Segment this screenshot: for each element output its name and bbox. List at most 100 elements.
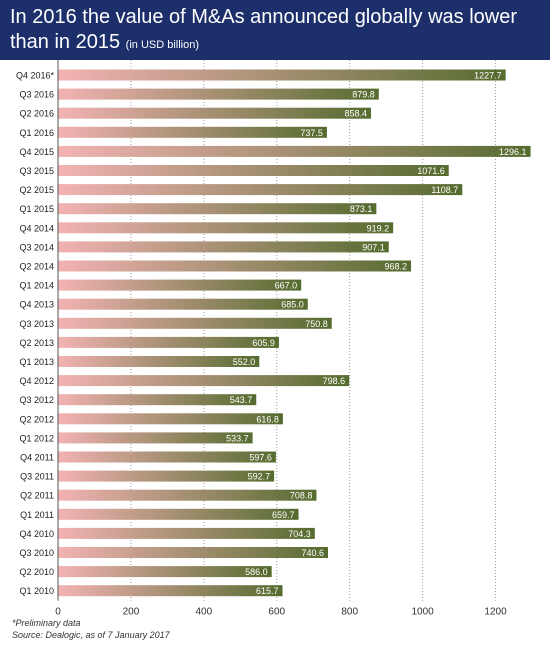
x-axis: 0 200 400 600 800 1000 1200 Q4 2016* Q3 2016 Q2 2… [16,60,507,618]
category-label: Q4 2016* [16,71,55,81]
category-label: Q2 2012 [19,414,54,424]
bar [58,356,260,367]
bar [58,279,302,291]
category-label: Q3 2011 [20,472,54,482]
bars: 1227.7 879.8 858.4 737.5 1296.1 1071.6 1108.7 8… [58,69,531,597]
bar-value-label: 605.9 [252,338,275,348]
bar-value-label: 873.1 [350,204,373,214]
category-label: Q4 2010 [19,529,54,539]
bar-value-label: 615.7 [256,586,279,596]
bar [58,222,394,234]
bar [58,260,412,272]
category-label: Q2 2014 [19,262,54,272]
bar-value-label: 685.0 [281,300,304,310]
category-label: Q3 2016 [19,90,54,100]
category-label: Q1 2015 [19,204,54,214]
category-label: Q1 2014 [19,281,54,291]
bar-value-label: 750.8 [305,319,328,329]
bar [58,413,283,425]
category-label: Q2 2011 [20,491,54,501]
category-label: Q2 2015 [19,185,54,195]
bar-value-label: 667.0 [275,281,298,291]
category-label: Q3 2014 [19,242,54,252]
bar-value-label: 1071.6 [417,166,445,176]
chart-title-block: In 2016 the value of M&As announced glob… [10,5,540,58]
category-label: Q3 2012 [19,395,54,405]
x-tick-label: 600 [268,607,285,615]
x-tick-label: 0 [55,607,61,615]
category-label: Q1 2013 [19,357,54,367]
preliminary-note: *Preliminary data [12,618,81,628]
bar [58,88,379,100]
bar [58,566,272,578]
bar-value-label: 1296.1 [499,147,527,157]
bar-value-label: 659.7 [272,510,295,520]
category-label: Q4 2015 [19,147,54,157]
category-label: Q4 2012 [19,376,54,386]
bar-chart: 1227.7 879.8 858.4 737.5 1296.1 1071.6 1108.7 8… [0,60,550,650]
bar [58,585,283,597]
category-label: Q4 2013 [19,300,54,310]
bar [58,317,332,329]
bar-value-label: 616.8 [256,414,279,424]
bar-value-label: 708.8 [290,491,313,501]
category-label: Q3 2015 [19,166,54,176]
bar-value-label: 740.6 [302,548,325,558]
source-note: Source: Dealogic, as of 7 January 2017 [12,630,170,640]
footnotes: *Preliminary data Source: Dealogic, as o… [12,617,170,641]
bar-value-label: 798.6 [323,376,346,386]
category-label: Q3 2013 [19,319,54,329]
bar-value-label: 552.0 [233,357,256,367]
category-label: Q1 2012 [19,433,54,443]
bar [58,375,350,387]
category-label: Q1 2011 [20,510,54,520]
category-label: Q2 2013 [19,338,54,348]
category-label: Q1 2016 [19,128,54,138]
bar-value-label: 543.7 [230,395,253,405]
x-tick-label: 1000 [411,607,434,615]
category-label: Q3 2010 [19,548,54,558]
bar-chart-svg: 1227.7 879.8 858.4 737.5 1296.1 1071.6 1108.7 8… [16,60,531,618]
bar [58,203,377,215]
bar [58,470,275,482]
bar [58,508,299,520]
chart-title: In 2016 the value of M&As announced glob… [10,6,517,53]
bar [58,145,531,157]
bar-value-label: 968.2 [384,262,407,272]
bar [58,489,317,501]
bar-value-label: 597.6 [249,453,272,463]
bar-value-label: 586.0 [245,567,268,577]
bar-value-label: 533.7 [226,433,249,443]
bar-value-label: 907.1 [362,242,385,252]
bar [58,432,253,444]
bar-value-label: 737.5 [300,128,323,138]
bar [58,527,315,539]
bar-value-label: 1227.7 [474,71,502,81]
x-tick-label: 800 [341,607,358,615]
category-label: Q4 2014 [19,223,54,233]
bar-value-label: 879.8 [352,90,375,100]
bar-value-label: 704.3 [288,529,311,539]
bar-value-label: 592.7 [248,472,271,482]
chart-header: In 2016 the value of M&As announced glob… [0,0,550,60]
bar [58,126,327,138]
bar [58,107,371,119]
bar [58,547,329,558]
category-label: Q1 2010 [19,586,54,596]
category-label: Q4 2011 [20,453,54,463]
chart-subtitle: (in USD billion) [125,39,200,51]
bar [58,184,463,196]
bar [58,298,308,310]
bar [58,336,279,348]
category-label: Q2 2010 [19,567,54,577]
x-tick-label: 400 [196,607,213,615]
bar [58,241,389,253]
category-label: Q2 2016 [19,109,54,119]
bar-value-label: 1108.7 [431,185,458,195]
bar [58,165,449,176]
bar [58,394,257,406]
bar-value-label: 858.4 [344,109,367,119]
bar-value-label: 919.2 [367,223,390,233]
x-tick-label: 1200 [484,607,507,615]
bar [58,69,506,81]
